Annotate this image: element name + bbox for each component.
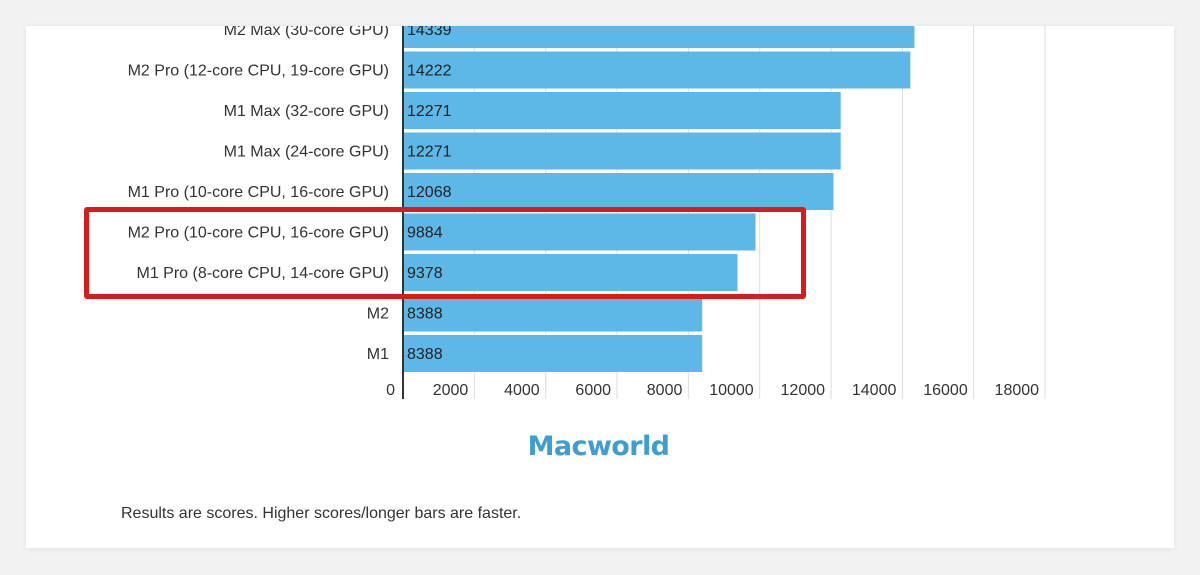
data-label: 14339 xyxy=(407,26,452,39)
category-label: M1 Pro (8-core CPU, 14-core GPU) xyxy=(136,265,389,282)
bar xyxy=(403,51,911,89)
tick-label: 14000 xyxy=(852,382,897,399)
bar xyxy=(403,335,703,372)
data-label: 12271 xyxy=(407,144,452,161)
bar xyxy=(403,132,841,170)
chart-card: 14339 M2 Max (30-core GPU) 14222 M2 Pro (12… xyxy=(26,26,1174,548)
data-label: 14222 xyxy=(407,63,452,80)
tick-label: 2000 xyxy=(433,382,469,399)
category-label: M1 Max (32-core GPU) xyxy=(224,103,389,120)
data-label: 8388 xyxy=(407,346,443,363)
brand-logo: Macworld xyxy=(527,431,670,462)
bar xyxy=(403,92,841,129)
category-label: M1 Pro (10-core CPU, 16-core GPU) xyxy=(128,184,389,201)
category-label: M2 xyxy=(367,306,389,323)
tick-label: 6000 xyxy=(575,382,611,399)
bar xyxy=(403,26,915,48)
tick-label: 8000 xyxy=(647,382,683,399)
tick-label: 0 xyxy=(386,382,395,399)
tick-label: 4000 xyxy=(504,382,540,399)
footnote: Results are scores. Higher scores/longer… xyxy=(121,505,522,522)
data-label: 9378 xyxy=(407,265,443,282)
category-label: M2 Pro (10-core CPU, 16-core GPU) xyxy=(128,225,389,242)
data-label: 12271 xyxy=(407,103,452,120)
tick-label: 12000 xyxy=(781,382,826,399)
category-label: M2 Max (30-core GPU) xyxy=(224,26,389,39)
tick-label: 18000 xyxy=(995,382,1040,399)
tick-label: 10000 xyxy=(709,382,754,399)
category-label: M2 Pro (12-core CPU, 19-core GPU) xyxy=(128,63,389,80)
data-label: 12068 xyxy=(407,184,452,201)
tick-label: 16000 xyxy=(923,382,968,399)
category-label: M1 xyxy=(367,346,389,363)
bar xyxy=(403,213,756,251)
bar xyxy=(403,294,703,332)
bar xyxy=(403,254,738,291)
bar-chart: 14339 M2 Max (30-core GPU) 14222 M2 Pro (12… xyxy=(128,26,1046,399)
data-label: 8388 xyxy=(407,306,443,323)
bar xyxy=(403,173,834,210)
category-label: M1 Max (24-core GPU) xyxy=(224,144,389,161)
data-label: 9884 xyxy=(407,225,443,242)
